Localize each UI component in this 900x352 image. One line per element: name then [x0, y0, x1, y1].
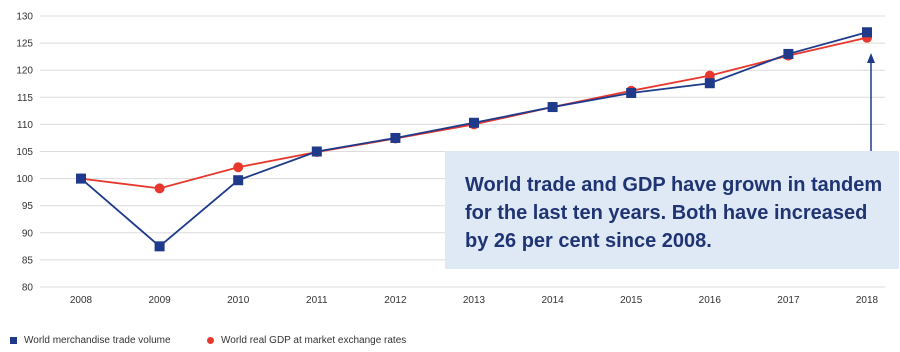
legend-label-gdp: World real GDP at market exchange rates: [221, 335, 407, 346]
data-point-trade: [547, 102, 558, 113]
y-tick-label: 110: [17, 120, 33, 131]
x-tick-label: 2013: [463, 295, 486, 306]
y-axis-tick-labels: 80 85 90 95 100 105 110 115 120 125 130: [16, 12, 33, 294]
data-point-trade: [862, 27, 872, 38]
annotation-callout: World trade and GDP have grown in tandem…: [445, 151, 899, 269]
y-tick-label: 85: [22, 255, 34, 266]
legend-item-trade: World merchandise trade volume: [10, 335, 171, 346]
circle-marker-icon: [207, 337, 214, 344]
x-tick-label: 2011: [306, 295, 328, 306]
y-tick-label: 80: [22, 283, 34, 294]
x-tick-label: 2008: [70, 295, 93, 306]
y-tick-label: 90: [22, 228, 34, 239]
x-tick-label: 2010: [227, 295, 250, 306]
square-marker-icon: [10, 337, 17, 344]
data-point-gdp: [704, 70, 715, 81]
legend-item-gdp: World real GDP at market exchange rates: [207, 335, 406, 346]
data-point-gdp: [233, 162, 244, 173]
y-tick-label: 130: [16, 12, 33, 23]
y-tick-label: 100: [16, 174, 33, 185]
x-axis-tick-labels: 2008 2009 2010 2011 2012 2013 2014 2015 2016 2017…: [70, 295, 879, 306]
annotation-text: World trade and GDP have grown in tandem…: [465, 174, 883, 252]
data-point-trade: [469, 117, 479, 128]
data-point-trade: [783, 48, 794, 59]
data-point-trade: [704, 78, 715, 89]
data-point-trade: [233, 175, 244, 186]
y-tick-label: 95: [22, 201, 34, 212]
data-point-trade: [390, 132, 401, 143]
data-point-gdp: [154, 183, 165, 194]
legend-label-trade: World merchandise trade volume: [24, 335, 171, 346]
data-series: [76, 27, 872, 252]
x-tick-label: 2014: [541, 295, 564, 306]
data-point-trade: [311, 146, 322, 157]
arrow-head: [867, 53, 875, 63]
data-point-trade: [626, 87, 637, 98]
x-tick-label: 2015: [620, 295, 643, 306]
data-point-trade: [154, 241, 165, 252]
x-tick-label: 2018: [856, 295, 879, 306]
y-tick-label: 125: [16, 39, 33, 50]
data-point-trade: [76, 173, 86, 184]
x-tick-label: 2009: [148, 295, 171, 306]
y-tick-label: 120: [16, 66, 33, 77]
x-tick-label: 2017: [777, 295, 800, 306]
y-tick-label: 105: [16, 147, 33, 158]
y-tick-label: 115: [17, 93, 33, 104]
x-tick-label: 2012: [384, 295, 407, 306]
x-tick-label: 2016: [699, 295, 722, 306]
